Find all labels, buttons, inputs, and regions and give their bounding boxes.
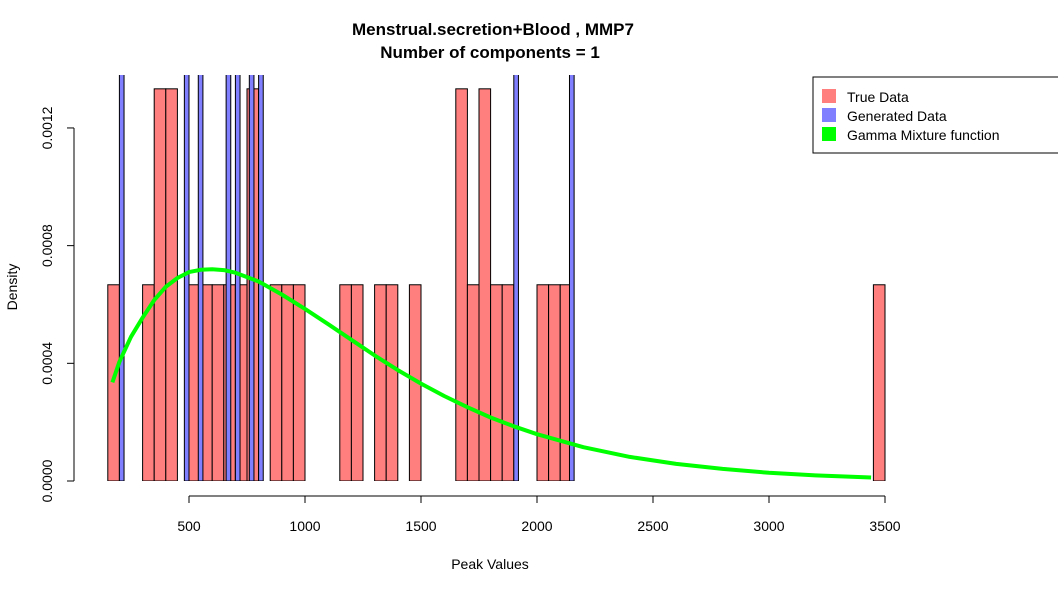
true-data-bar xyxy=(455,88,468,481)
true-data-bar xyxy=(292,284,306,481)
true-data-bar xyxy=(478,88,492,481)
y-tick-label: 0.0004 xyxy=(39,342,55,385)
true-data-bars xyxy=(107,88,886,481)
y-tick-label: 0.0008 xyxy=(39,224,55,267)
y-tick-label: 0.0012 xyxy=(39,106,55,149)
y-axis-title: Density xyxy=(4,264,20,311)
x-tick-label: 3000 xyxy=(753,518,784,534)
chart-title: Menstrual.secretion+Blood , MMP7 xyxy=(352,20,634,39)
true-data-bar xyxy=(374,284,387,481)
true-data-bar xyxy=(501,284,515,481)
chart-subtitle: Number of components = 1 xyxy=(380,43,600,62)
x-axis: 500 1000 1500 2000 2500 3000 3500 xyxy=(177,495,901,534)
legend: True Data Generated Data Gamma Mixture f… xyxy=(812,76,1058,154)
y-axis: 0.0000 0.0004 0.0008 0.0012 xyxy=(39,106,75,502)
y-tick-label: 0.0000 xyxy=(39,459,55,502)
true-data-bar xyxy=(107,284,120,481)
x-tick-label: 1000 xyxy=(289,518,320,534)
generated-data-bar xyxy=(118,75,125,481)
legend-label-gamma-mixture: Gamma Mixture function xyxy=(847,127,1000,143)
generated-data-bar xyxy=(234,75,241,481)
true-data-bar xyxy=(339,284,352,481)
generated-data-bar xyxy=(513,75,519,481)
legend-label-true-data: True Data xyxy=(847,89,909,105)
generated-data-bar xyxy=(568,75,575,481)
x-tick-label: 2500 xyxy=(637,518,668,534)
true-data-bar xyxy=(872,284,886,481)
x-tick-label: 500 xyxy=(177,518,201,534)
generated-data-bar xyxy=(248,75,255,481)
x-tick-label: 1500 xyxy=(405,518,436,534)
true-data-bar xyxy=(466,284,480,481)
true-data-bar xyxy=(548,284,561,481)
true-data-bar xyxy=(211,284,225,481)
generated-data-bar xyxy=(225,75,232,481)
true-data-bar xyxy=(153,88,167,481)
x-tick-label: 2000 xyxy=(521,518,552,534)
generated-data-bar xyxy=(197,75,204,481)
true-data-bar xyxy=(269,284,283,481)
legend-label-generated-data: Generated Data xyxy=(847,108,947,124)
true-data-bar xyxy=(350,284,364,481)
legend-swatch-gamma-mixture xyxy=(822,127,836,141)
x-axis-title: Peak Values xyxy=(451,556,529,572)
gamma-mixture-curve xyxy=(110,267,872,480)
gamma-curve-group xyxy=(110,267,872,480)
true-data-bar xyxy=(385,284,399,481)
x-tick-label: 3500 xyxy=(869,518,900,534)
legend-box xyxy=(812,76,1058,154)
true-data-bar xyxy=(490,284,503,481)
generated-data-bar xyxy=(183,75,190,481)
legend-swatch-generated-data xyxy=(822,108,836,122)
legend-swatch-true-data xyxy=(822,89,836,103)
generated-data-bar xyxy=(258,75,264,481)
true-data-bar xyxy=(536,284,550,481)
true-data-bar xyxy=(281,284,294,481)
